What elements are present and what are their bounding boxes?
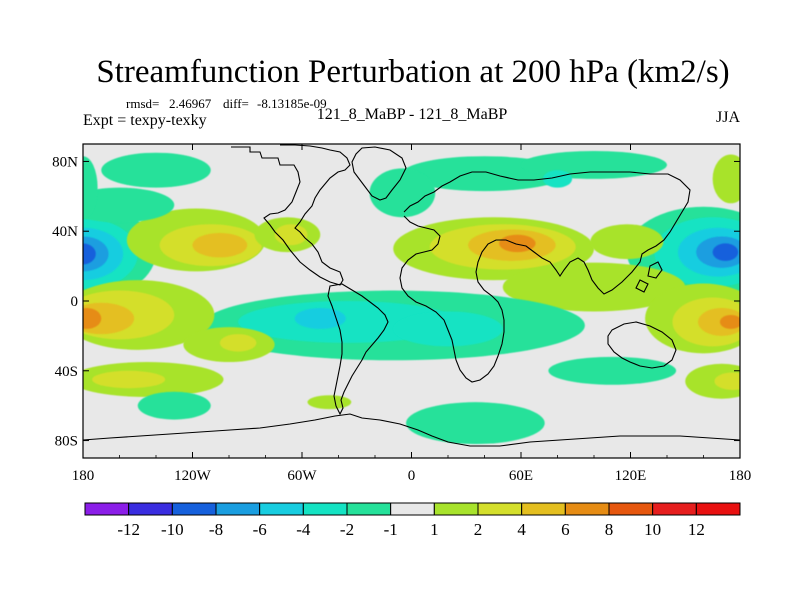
colorbar-label: 10 [644,520,661,539]
y-tick-label: 80S [55,434,78,450]
colorbar-label: 12 [688,520,705,539]
x-tick-label: 120W [174,468,212,484]
x-tick-label: 180 [729,468,752,484]
colorbar-label: -2 [340,520,354,539]
diff-value: -8.13185e-09 [257,96,327,111]
contour-region [712,154,740,204]
colorbar: -12 -10 -8 -6 -4 -2 -1 1 2 4 6 8 10 12 [84,502,741,539]
colorbar-label: -4 [296,520,311,539]
contour-region [548,356,677,385]
colorbar-swatch [259,502,304,516]
contour-region [192,232,248,258]
coast-japan-islands [635,261,663,293]
contour-region [685,363,740,399]
contour-map [82,143,741,459]
contour-region [83,307,102,329]
y-tick-label: 40N [52,224,78,240]
contour-region [521,150,667,179]
x-tick-label: 60E [509,468,533,484]
colorbar-swatch [302,502,348,516]
contour-region [542,170,573,188]
colorbar-swatch [564,502,610,516]
colorbar-swatch [477,502,523,516]
x-tick-label: 0 [408,468,416,484]
coast-eurasia-africa [399,171,691,383]
colorbar-label: 4 [517,520,526,539]
colorbar-swatch [433,502,479,516]
case-label: 121_8_MaBP - 121_8_MaBP [317,106,508,123]
experiment-label: Expt = texpy-texky [83,112,207,129]
y-axis: 80N 40N 0 40S 80S [52,154,740,450]
contour-region [502,262,686,312]
colorbar-swatch [695,502,741,516]
y-tick-label: 40S [55,364,78,380]
colorbar-label: -6 [253,520,267,539]
contour-region [714,372,740,390]
coast-greenland [351,146,407,201]
colorbar-swatch [346,502,392,516]
colorbar-swatch [608,502,654,516]
x-tick-label: 60W [287,468,317,484]
contour-region [219,334,257,352]
contour-region [137,391,211,420]
contour-region [307,395,352,410]
colorbar-label: -1 [384,520,398,539]
y-tick-label: 0 [71,294,79,310]
colorbar-swatch [390,502,435,516]
colorbar-swatch [84,502,130,516]
colorbar-swatch [128,502,173,516]
contour-region [83,156,98,220]
contour-region [698,307,740,336]
colorbar-label: -8 [209,520,223,539]
x-tick-label: 120E [615,468,647,484]
rmsd-value: 2.46967 [169,96,212,111]
season-label: JJA [716,109,740,126]
colorbar-label: 1 [430,520,439,539]
coastlines [83,144,740,447]
colorbar-label: -12 [117,520,140,539]
x-axis: 180 120W 60W 0 60E 120E 180 [72,144,752,484]
coast-australia [607,321,677,369]
contour-region [499,234,536,253]
colorbar-label: -10 [161,520,184,539]
coast-north-america [231,144,351,286]
diff-label: diff= [223,96,249,111]
contour-region [406,402,545,445]
contour-region [294,307,346,329]
rmsd-label: rmsd= [126,96,159,111]
chart-title: Streamfunction Perturbation at 200 hPa (… [96,54,729,90]
contour-region [101,152,211,188]
contour-region [590,224,664,260]
colorbar-label: 2 [474,520,483,539]
contour-region [369,168,436,218]
coast-south-america [327,283,389,416]
coast-antarctica [83,413,740,447]
contour-region [83,187,175,223]
y-tick-label: 80N [52,154,78,170]
contour-region [719,314,740,329]
colorbar-swatch [652,502,697,516]
contour-region [83,243,96,265]
x-tick-label: 180 [72,468,95,484]
colorbar-swatch [215,502,261,516]
colorbar-swatch [521,502,566,516]
colorbar-label: 6 [561,520,570,539]
contour-region [92,370,166,389]
contour-region [712,243,739,261]
colorbar-label: 8 [605,520,614,539]
colorbar-swatch [171,502,217,516]
